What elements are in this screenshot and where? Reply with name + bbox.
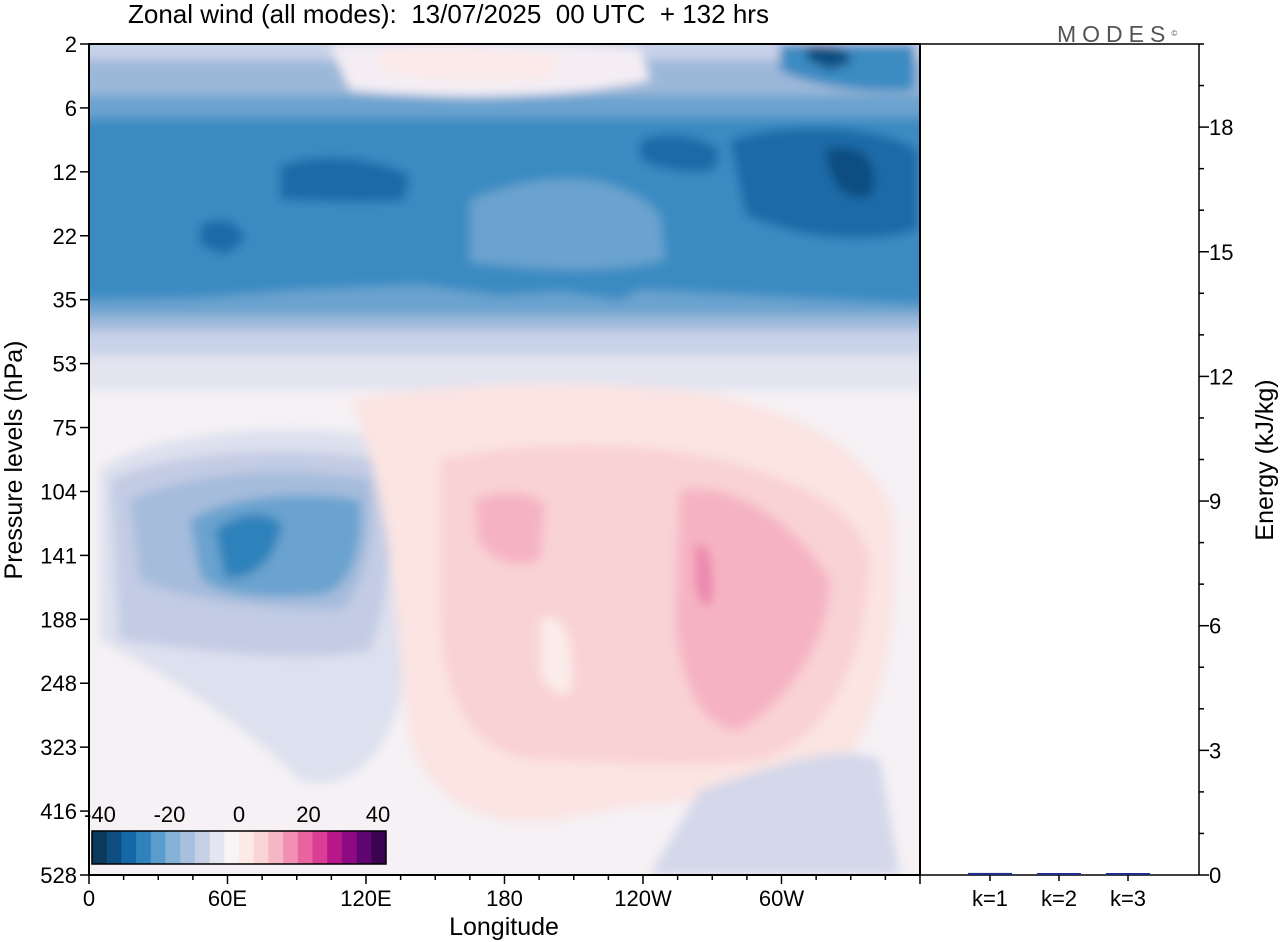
energy-tick-label: 3 bbox=[1209, 738, 1221, 763]
colorbar-swatch bbox=[194, 831, 211, 864]
colorbar-swatch bbox=[180, 831, 196, 864]
colorbar-tick-label: 40 bbox=[366, 802, 390, 827]
category-label: k=3 bbox=[1110, 886, 1146, 911]
pressure-tick-label: 104 bbox=[40, 479, 77, 504]
pressure-tick-label: 35 bbox=[53, 288, 77, 313]
colorbar-swatch bbox=[106, 831, 122, 864]
colorbar-swatch bbox=[136, 831, 152, 864]
longitude-tick-label: 60E bbox=[208, 886, 247, 911]
longitude-tick-label: 0 bbox=[83, 886, 95, 911]
contour-band bbox=[730, 127, 918, 239]
contour-band bbox=[805, 45, 852, 70]
colorbar-tick-label: 0 bbox=[233, 802, 245, 827]
pressure-tick-label: 528 bbox=[40, 863, 77, 888]
pressure-tick-label: 323 bbox=[40, 735, 77, 760]
colorbar-swatch bbox=[327, 831, 343, 864]
pressure-tick-label: 53 bbox=[53, 352, 77, 377]
colorbar-swatch bbox=[371, 831, 387, 864]
colorbar-swatch bbox=[150, 831, 166, 864]
colorbar-swatch bbox=[239, 831, 255, 864]
longitude-tick-label: 180 bbox=[486, 886, 523, 911]
contour-band bbox=[695, 544, 713, 606]
colorbar-swatch bbox=[268, 831, 284, 864]
contour-band bbox=[470, 179, 665, 270]
heatmap-field bbox=[89, 44, 920, 875]
energy-bar bbox=[1037, 873, 1081, 875]
contour-band bbox=[650, 753, 900, 875]
energy-tick-label: 6 bbox=[1209, 614, 1221, 639]
pressure-tick-label: 248 bbox=[40, 671, 77, 696]
category-label: k=2 bbox=[1041, 886, 1077, 911]
contour-band bbox=[675, 488, 830, 730]
contour-band bbox=[190, 495, 361, 597]
pressure-tick-label: 2 bbox=[65, 32, 77, 57]
energy-tick-label: 15 bbox=[1209, 240, 1233, 265]
colorbar-swatch bbox=[92, 831, 108, 864]
contour-band bbox=[89, 355, 920, 390]
longitude-axis: 0 60E 120E 180 120W 60W bbox=[83, 875, 921, 911]
colorbar-swatch bbox=[312, 831, 328, 864]
energy-tick-label: 18 bbox=[1209, 115, 1233, 140]
pressure-tick-label: 6 bbox=[65, 96, 77, 121]
pressure-tick-label: 22 bbox=[53, 224, 77, 249]
contour-band bbox=[475, 493, 545, 564]
colorbar-tick-label: 20 bbox=[296, 802, 320, 827]
contour-band bbox=[200, 220, 245, 255]
pressure-tick-label: 141 bbox=[40, 543, 77, 568]
energy-tick-label: 12 bbox=[1209, 364, 1233, 389]
brand-logo: MODES© bbox=[1057, 20, 1177, 48]
energy-bar bbox=[1106, 873, 1150, 875]
energy-tick-label: 0 bbox=[1209, 863, 1221, 888]
bars: k=1 k=2 k=3 bbox=[968, 872, 1150, 911]
energy-tick-label: 9 bbox=[1209, 489, 1221, 514]
brand-mark: © bbox=[1171, 29, 1178, 38]
colorbar-swatch bbox=[121, 831, 137, 864]
longitude-tick-label: 60W bbox=[759, 886, 804, 911]
colorbar-swatch bbox=[165, 831, 181, 864]
x-axis-label: Longitude bbox=[449, 913, 559, 941]
colorbar-swatch bbox=[283, 831, 299, 864]
pressure-tick-label: 416 bbox=[40, 799, 77, 824]
category-label: k=1 bbox=[972, 886, 1008, 911]
chart-title: Zonal wind (all modes): 13/07/2025 00 UT… bbox=[128, 0, 769, 29]
contour-band bbox=[215, 514, 282, 579]
colorbar-swatch bbox=[209, 831, 225, 864]
longitude-tick-label: 120E bbox=[340, 886, 391, 911]
colorbar-swatch bbox=[297, 831, 313, 864]
pressure-tick-label: 12 bbox=[53, 160, 77, 185]
colorbar-tick-label: -40 bbox=[84, 802, 116, 827]
pressure-tick-label: 188 bbox=[40, 607, 77, 632]
colorbar-frame bbox=[91, 830, 387, 865]
colorbar-swatch bbox=[224, 831, 240, 864]
colorbar-swatch bbox=[253, 831, 269, 864]
pressure-tick-label: 75 bbox=[53, 416, 77, 441]
brand-text: MODES bbox=[1057, 21, 1172, 47]
colorbar: -40 -20 0 20 40 bbox=[84, 802, 390, 865]
contour-band bbox=[280, 157, 410, 203]
energy-axis: 0 3 6 9 12 15 18 bbox=[1199, 43, 1233, 888]
energy-axis-label: Energy (kJ/kg) bbox=[1251, 379, 1279, 540]
contour-band bbox=[540, 617, 573, 694]
colorbar-tick-label: -20 bbox=[154, 802, 186, 827]
colorbar-swatch bbox=[356, 831, 372, 864]
contour-band bbox=[825, 147, 875, 198]
energy-bar-panel: k=1 k=2 k=3 0 3 6 9 12 15 18 Energy (kJ/kg) bbox=[920, 43, 1279, 911]
longitude-tick-label: 120W bbox=[614, 886, 672, 911]
colorbar-swatch bbox=[341, 831, 358, 864]
y-axis-label: Pressure levels (hPa) bbox=[0, 341, 28, 580]
contour-band bbox=[380, 49, 560, 81]
energy-bar bbox=[968, 872, 1012, 875]
contour-band bbox=[640, 134, 720, 172]
pressure-axis: 2 6 12 22 35 53 75 104 141 188 248 323 416 528 bbox=[40, 32, 89, 888]
